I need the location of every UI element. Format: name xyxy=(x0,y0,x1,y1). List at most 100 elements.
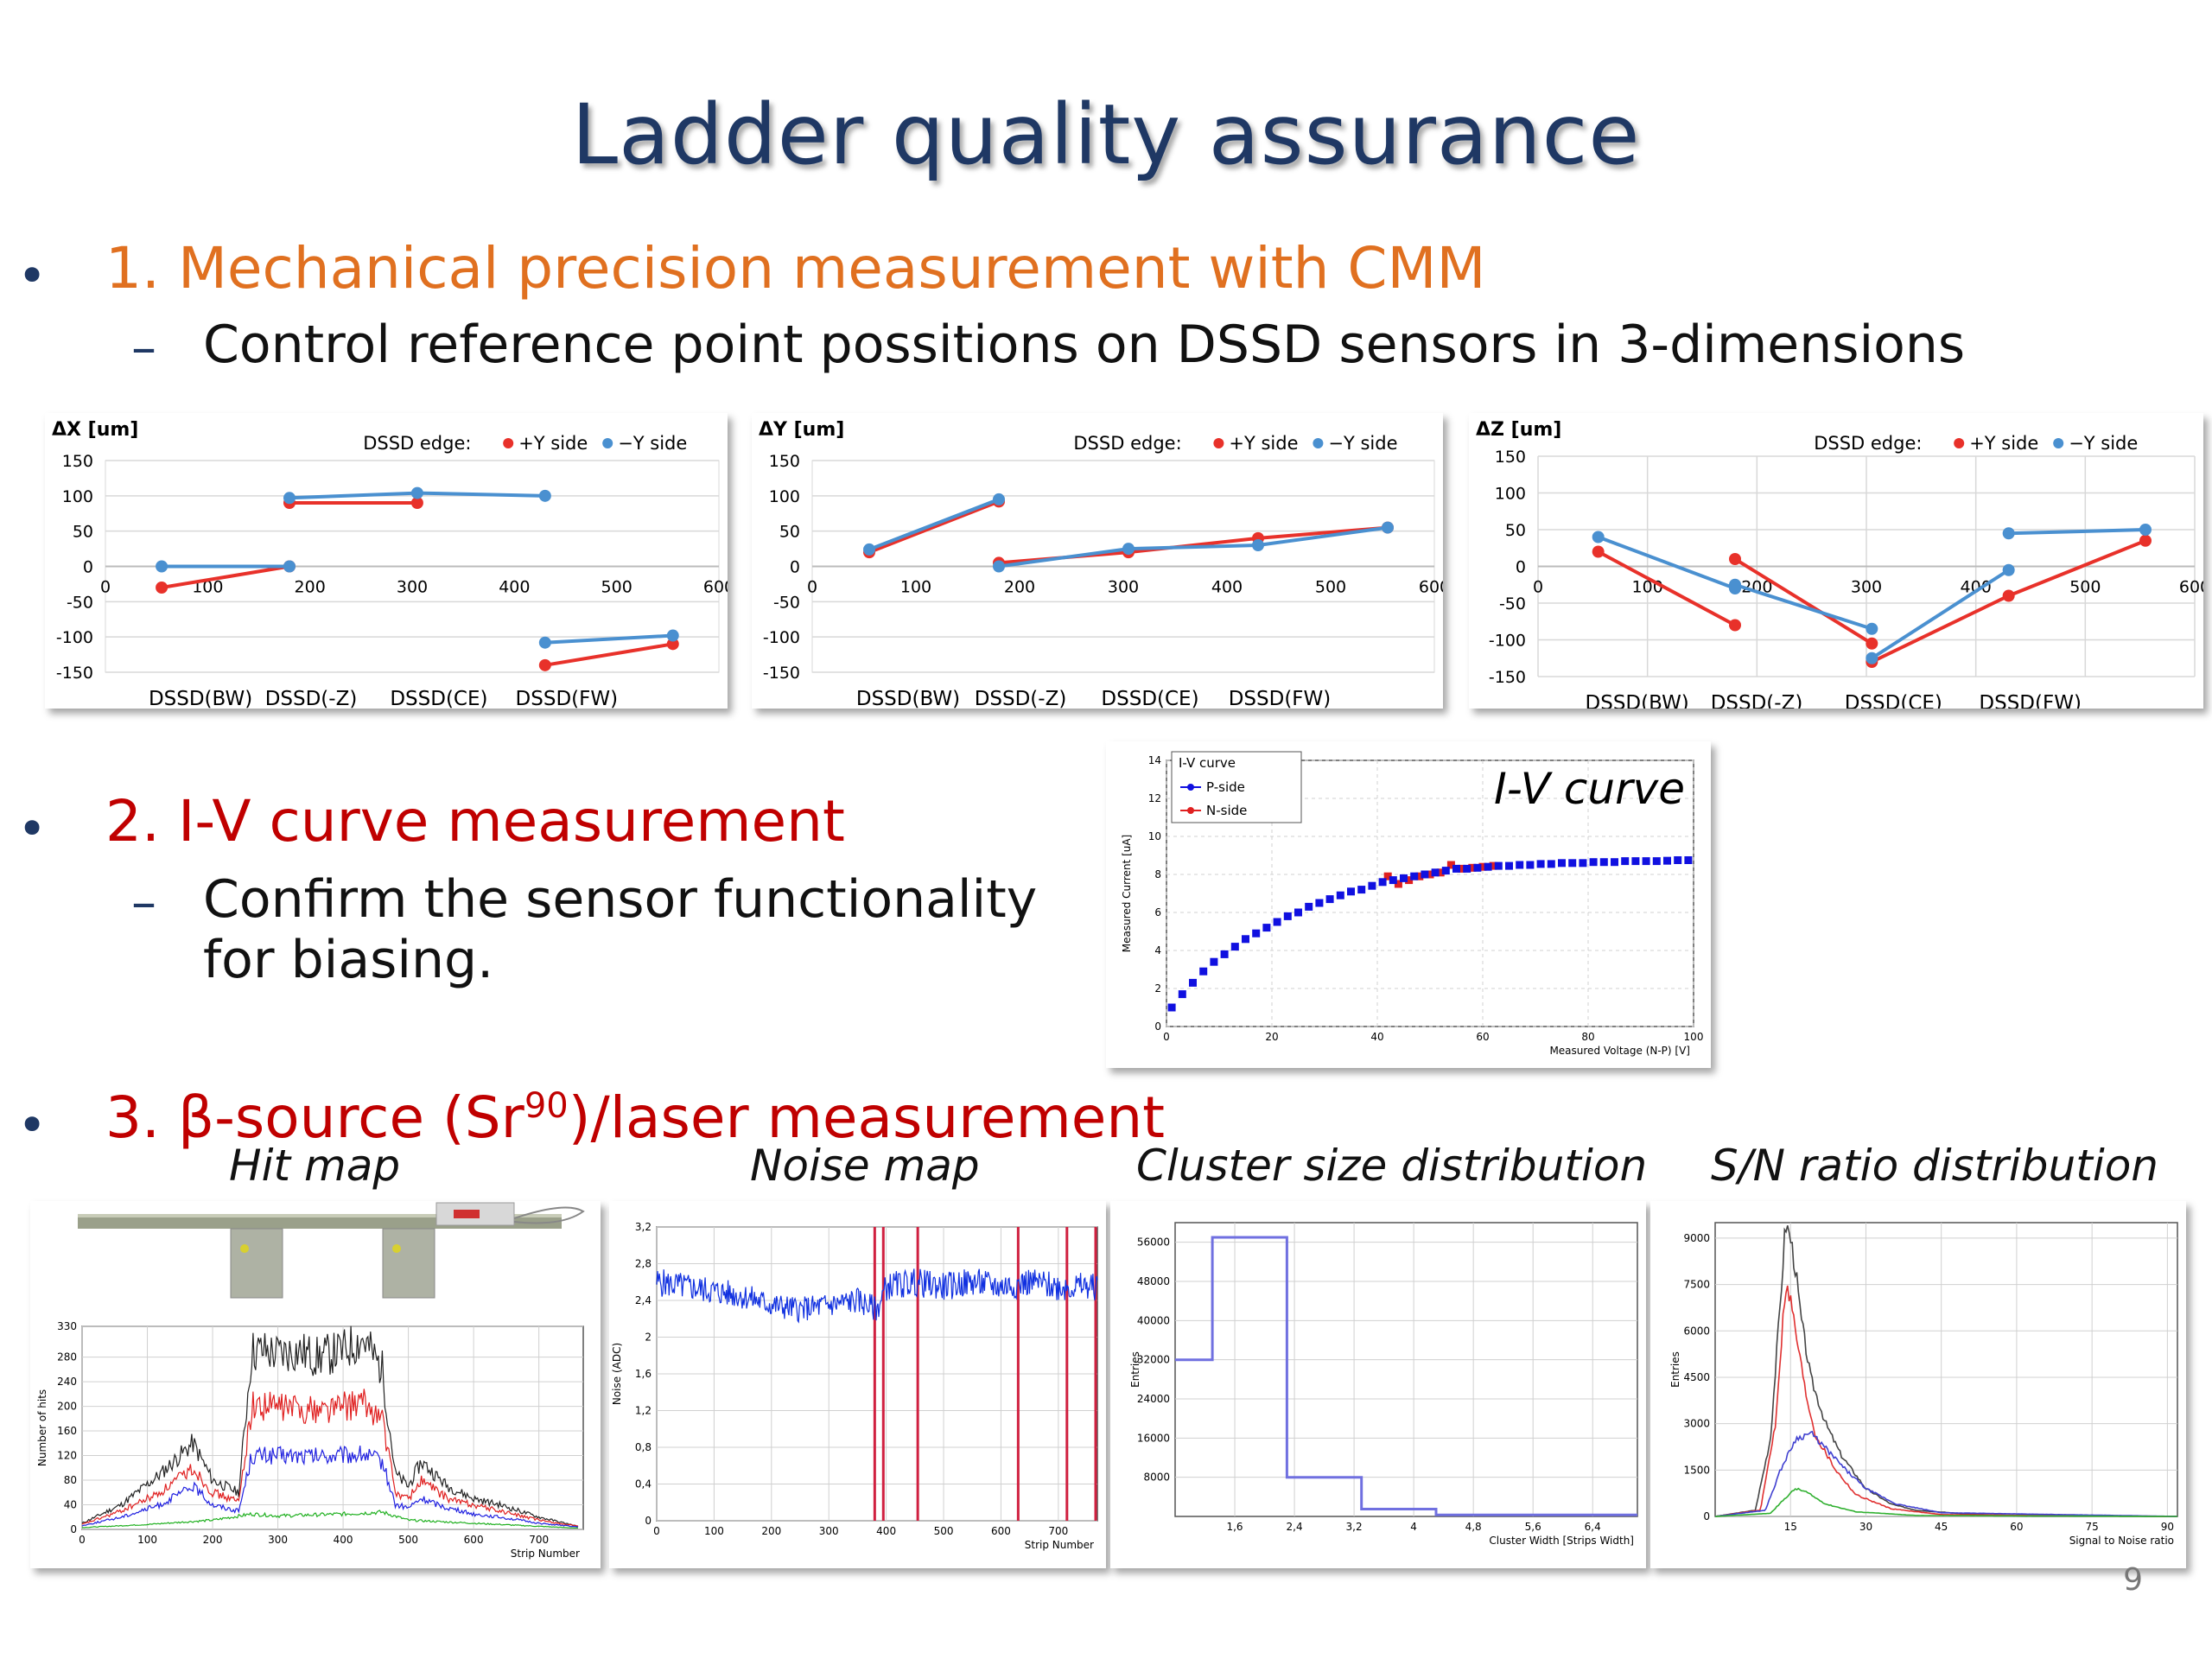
data-point xyxy=(1642,857,1650,866)
legend-entry: −Y side xyxy=(1328,433,1397,454)
data-point xyxy=(1866,622,1878,635)
data-point xyxy=(2002,527,2015,540)
sensor-label: DSSD(-Z) xyxy=(1711,692,1803,709)
y-tick-label: -50 xyxy=(1499,594,1526,613)
y-axis-label: ΔY [um] xyxy=(759,419,844,441)
data-point xyxy=(1389,876,1397,885)
data-point xyxy=(538,658,551,671)
x-tick-label: 4,8 xyxy=(1465,1521,1482,1533)
series-line xyxy=(1734,582,1872,631)
section-2-subtext-line2: for biasing. xyxy=(203,930,494,990)
y-tick-label: -150 xyxy=(1489,668,1526,687)
data-point xyxy=(1378,878,1387,887)
section-1-dash: – xyxy=(131,318,156,377)
data-point xyxy=(1589,858,1598,867)
data-point xyxy=(1621,857,1630,866)
series-line xyxy=(1597,535,1736,590)
x-tick-label: 4 xyxy=(1410,1521,1417,1533)
series-line xyxy=(544,642,674,667)
data-point xyxy=(1426,870,1434,879)
data-point xyxy=(1421,870,1429,879)
legend-title: I-V curve xyxy=(1179,755,1236,771)
data-point xyxy=(1729,553,1741,565)
data-point xyxy=(1866,652,1878,664)
y-tick-label: 150 xyxy=(769,452,800,471)
sensor-label: DSSD(CE) xyxy=(1101,688,1198,709)
data-point xyxy=(1347,887,1355,896)
x-tick-label: 200 xyxy=(203,1534,223,1546)
delta-z-chart: ΔZ [um] 150 100 50 0 -50 -100 -150 0 100 200 300 400… xyxy=(1469,413,2210,715)
y-tick-label: 40 xyxy=(64,1499,77,1511)
y-axis-label: Entries xyxy=(1669,1351,1681,1388)
data-point xyxy=(1458,864,1466,873)
bullet-2: • xyxy=(17,799,48,858)
y-tick-label: 150 xyxy=(62,452,93,471)
y-tick-label: 100 xyxy=(1495,485,1526,504)
x-tick-label: 1,6 xyxy=(1226,1521,1243,1533)
y-axis-label: Measured Current [uA] xyxy=(1121,835,1133,953)
data-point xyxy=(2139,534,2152,547)
sensor-label: DSSD(-Z) xyxy=(265,688,358,709)
y-tick-label: 0 xyxy=(70,1523,77,1535)
data-point xyxy=(156,560,168,573)
delta-y-chart: ΔY [um] 150 100 50 0 -50 -100 -150 0 100 200 300 400… xyxy=(752,413,1450,710)
data-point xyxy=(1199,967,1208,976)
y-tick-label: 280 xyxy=(57,1351,77,1363)
x-tick-label: 500 xyxy=(934,1525,954,1537)
data-point xyxy=(1405,876,1414,885)
data-point xyxy=(1452,864,1460,873)
sn-ratio-panel: 15 30 45 60 75 90 0 1500 3000 4500 6000 7500 9000 Sig… xyxy=(1650,1201,2186,1568)
data-point xyxy=(1652,857,1661,866)
y-tick-label: 16000 xyxy=(1137,1432,1170,1444)
x-tick-label: 100 xyxy=(137,1534,157,1546)
y-tick-label: 40000 xyxy=(1137,1314,1170,1326)
y-tick-label: 100 xyxy=(769,487,800,506)
data-point xyxy=(1415,872,1424,880)
data-point xyxy=(1283,912,1292,920)
y-tick-label: 2 xyxy=(645,1332,652,1344)
data-point xyxy=(863,543,875,556)
page-number: 9 xyxy=(2123,1562,2143,1598)
series-line xyxy=(868,499,1000,555)
data-point xyxy=(1220,950,1229,958)
x-tick-label: 700 xyxy=(529,1534,549,1546)
y-tick-label: -150 xyxy=(763,664,800,683)
cluster-size-panel: 1,6 2,4 3,2 4 4,8 5,6 6,4 8000 16000 24000 32000 40… xyxy=(1110,1201,1646,1568)
x-tick-label: 100 xyxy=(1632,578,1663,597)
noise-series-line xyxy=(656,1268,1098,1324)
x-tick-label: 5,6 xyxy=(1525,1521,1541,1533)
sensor-label: DSSD(BW) xyxy=(1586,692,1689,709)
y-tick-label: -100 xyxy=(763,628,800,647)
data-point xyxy=(1579,859,1587,868)
data-point xyxy=(1336,891,1344,899)
data-point xyxy=(1368,881,1376,890)
x-tick-label: 400 xyxy=(499,578,530,597)
y-tick-label: 6000 xyxy=(1683,1325,1710,1337)
data-point xyxy=(1611,858,1618,867)
data-point xyxy=(1446,861,1455,869)
iv-curve-chart: 0 20 40 60 80 100 0 2 4 6 8 10 12 14 Measured Voltage … xyxy=(1106,741,1711,1068)
y-tick-label: 2,4 xyxy=(635,1294,652,1306)
y-tick-label: 2,8 xyxy=(635,1258,652,1270)
legend-prefix: DSSD edge: xyxy=(1073,433,1181,454)
y-tick-label: 0 xyxy=(1516,558,1526,577)
x-tick-label: 90 xyxy=(2161,1521,2174,1533)
data-point xyxy=(1729,619,1741,632)
data-point xyxy=(1463,864,1471,873)
series-line xyxy=(2008,528,2146,536)
legend-entry: −Y side xyxy=(2069,433,2138,454)
data-point xyxy=(1262,924,1271,932)
series-line xyxy=(998,525,1389,569)
legend-marker xyxy=(1187,807,1194,814)
y-tick-label: -50 xyxy=(773,593,800,612)
x-tick-label: 300 xyxy=(1851,578,1882,597)
x-tick-label: 300 xyxy=(819,1525,839,1537)
data-point xyxy=(666,629,679,642)
series-line xyxy=(1733,557,1873,645)
sensor-label: DSSD(CE) xyxy=(1845,692,1942,709)
series-line xyxy=(1597,550,1736,627)
iv-title: I-V curve xyxy=(1494,764,1685,814)
data-point xyxy=(1436,868,1445,877)
x-tick-label: 200 xyxy=(761,1525,781,1537)
bullet-1: • xyxy=(17,246,48,305)
